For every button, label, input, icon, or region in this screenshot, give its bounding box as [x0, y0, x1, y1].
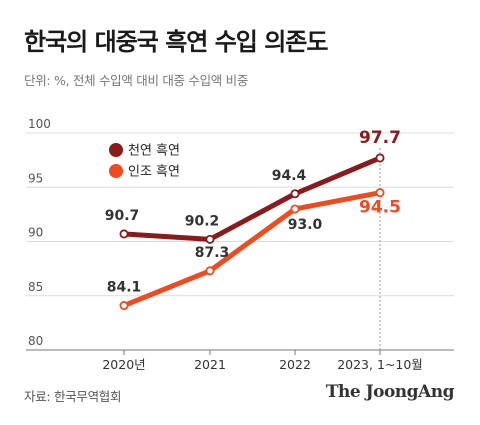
grid-lines: [26, 132, 454, 351]
series-line-1: [121, 155, 383, 242]
data-label: 87.3: [195, 245, 230, 261]
data-label: 90.7: [105, 208, 140, 224]
y-tick-label: 90: [28, 226, 43, 240]
data-point: [375, 153, 385, 163]
source-note: 자료: 한국무역협회: [24, 389, 122, 404]
y-tick-label: 85: [28, 280, 43, 294]
x-tick-label: 2022: [279, 357, 311, 372]
data-label: 94.5: [359, 198, 401, 218]
data-point: [290, 189, 300, 199]
x-tick-label: 2020년: [102, 357, 145, 372]
legend-swatch: [109, 143, 123, 157]
data-point: [205, 266, 215, 276]
data-label: 84.1: [107, 280, 142, 296]
data-point: [205, 234, 215, 244]
legend-label: 천연 흑연: [128, 144, 180, 159]
y-tick-label: 100: [28, 117, 51, 131]
chart-title: 한국의 대중국 흑연 수입 의존도: [24, 28, 328, 56]
data-label: 90.2: [185, 213, 220, 229]
data-label: 94.4: [272, 168, 307, 184]
x-tick-label: 2021: [194, 357, 226, 372]
publisher-logo: The JoongAng: [325, 382, 455, 402]
data-label: 93.0: [288, 217, 323, 233]
x-axis-ticks: 2020년 2021 2022 2023, 1~10월: [102, 350, 423, 372]
data-point: [119, 301, 129, 311]
series-layer: 90.7 90.2 94.4 97.7 84.1 87.3 93.0 94.5: [105, 128, 401, 311]
data-point: [375, 188, 385, 198]
chart-subtitle: 단위: %, 전체 수입액 대비 대중 수입액 비중: [24, 73, 249, 88]
y-tick-label: 80: [28, 334, 43, 348]
data-point: [119, 229, 129, 239]
data-point: [290, 204, 300, 214]
y-axis-ticks: 80 85 90 95 100: [28, 117, 51, 348]
data-label: 97.7: [359, 128, 401, 148]
y-tick-label: 95: [28, 171, 43, 185]
x-tick-label: 2023, 1~10월: [337, 357, 423, 372]
legend-swatch: [109, 164, 123, 178]
series-line-2: [121, 190, 383, 309]
legend-label: 인조 흑연: [128, 165, 180, 180]
